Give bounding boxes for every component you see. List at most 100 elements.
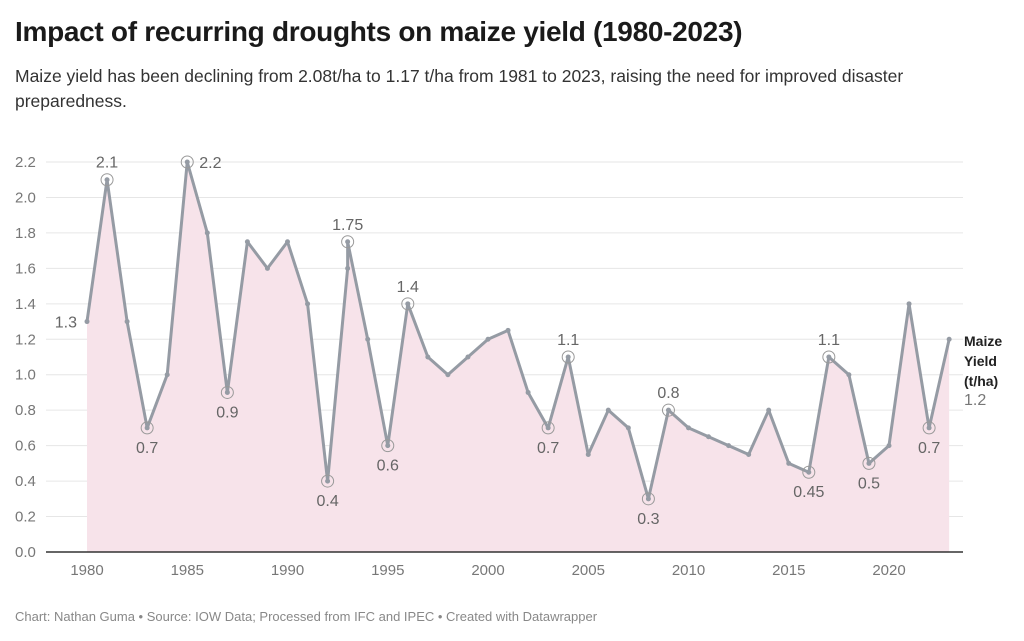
data-point	[545, 425, 551, 431]
annotation-marker	[100, 173, 114, 187]
x-tick-label: 1995	[371, 562, 404, 579]
data-point	[264, 265, 270, 271]
x-tick-label: 1980	[70, 562, 103, 579]
y-tick-label: 0.2	[15, 509, 36, 526]
data-point	[605, 407, 611, 413]
y-tick-label: 1.2	[15, 331, 36, 348]
data-point	[84, 319, 90, 325]
annotation-label: 0.6	[377, 458, 399, 475]
data-point	[826, 354, 832, 360]
data-point	[766, 407, 772, 413]
x-tick-label: 1985	[171, 562, 204, 579]
annotation-marker	[922, 421, 936, 435]
data-point	[164, 372, 170, 378]
data-point	[124, 319, 130, 325]
annotation-label: 1.3	[55, 315, 77, 332]
data-point	[706, 434, 712, 440]
annotation-marker	[641, 492, 655, 506]
annotation-label: 0.7	[136, 440, 158, 457]
y-tick-label: 2.0	[15, 189, 36, 206]
data-point	[345, 239, 351, 245]
data-point	[385, 443, 391, 449]
chart-subtitle: Maize yield has been declining from 2.08…	[15, 66, 904, 111]
data-point	[425, 354, 431, 360]
data-point	[285, 239, 290, 245]
data-point	[625, 425, 631, 431]
y-tick-label: 1.8	[15, 225, 36, 242]
annotation-marker	[401, 297, 415, 311]
series-end-value: 1.2	[964, 392, 986, 409]
data-point	[846, 372, 852, 378]
data-point	[405, 301, 411, 307]
data-point	[686, 425, 691, 431]
annotation-marker	[140, 421, 154, 435]
x-tick-label: 2005	[572, 562, 605, 579]
y-tick-label: 1.0	[15, 367, 36, 384]
annotation-label: 0.5	[858, 475, 880, 492]
annotation-label: 2.1	[96, 155, 118, 172]
y-tick-label: 1.6	[15, 260, 36, 277]
data-point	[726, 443, 732, 449]
annotation-marker	[541, 421, 555, 435]
data-point	[445, 372, 451, 378]
data-point	[906, 301, 912, 307]
data-point	[665, 407, 671, 413]
data-point	[746, 452, 752, 457]
annotation-marker	[802, 465, 816, 479]
series-name-label: Maize	[964, 333, 1002, 349]
data-point	[585, 452, 591, 457]
data-point	[224, 389, 230, 395]
annotation-marker	[321, 474, 335, 488]
x-tick-label: 1990	[271, 562, 304, 579]
annotation-label: 1.1	[818, 332, 840, 349]
chart-title: Impact of recurring droughts on maize yi…	[15, 16, 743, 47]
data-point	[345, 265, 351, 271]
y-tick-label: 0.4	[15, 473, 36, 490]
data-point	[505, 327, 511, 333]
data-point	[104, 177, 110, 183]
data-point	[485, 336, 491, 342]
annotation-label: 2.2	[199, 155, 221, 172]
annotation-label: 1.75	[332, 217, 363, 234]
y-tick-label: 0.8	[15, 402, 36, 419]
data-point	[565, 354, 571, 360]
data-point	[184, 159, 190, 165]
annotation-label: 0.8	[657, 385, 679, 402]
annotation-marker	[561, 350, 575, 364]
annotation-marker	[862, 456, 876, 470]
series-name-label: (t/ha)	[964, 373, 998, 389]
annotation-marker	[661, 403, 675, 417]
annotation-marker	[381, 439, 395, 453]
x-tick-label: 2010	[672, 562, 705, 579]
annotation-label: 0.7	[537, 440, 559, 457]
data-point	[786, 460, 792, 466]
annotation-label: 0.4	[316, 493, 338, 510]
y-tick-label: 0.6	[15, 438, 36, 455]
data-point	[365, 336, 371, 342]
y-tick-label: 2.2	[15, 154, 36, 171]
data-point	[866, 460, 872, 466]
annotation-label: 0.3	[637, 511, 659, 528]
y-tick-label: 0.0	[15, 544, 36, 561]
data-point	[525, 389, 531, 395]
data-point	[244, 239, 250, 245]
data-point	[305, 301, 311, 307]
x-tick-label: 2020	[872, 562, 905, 579]
annotation-label: 0.9	[216, 404, 238, 421]
annotation-label: 1.1	[557, 332, 579, 349]
data-point	[946, 336, 952, 342]
y-tick-label: 1.4	[15, 296, 36, 313]
data-point	[886, 443, 892, 449]
data-point	[926, 425, 932, 431]
data-point	[645, 496, 651, 502]
annotation-label: 0.45	[793, 484, 824, 501]
annotation-marker	[822, 350, 836, 364]
series-name-label: Yield	[964, 353, 997, 369]
data-point	[204, 230, 210, 236]
annotation-marker	[220, 385, 234, 399]
area-fill	[87, 162, 950, 552]
data-point	[465, 354, 471, 360]
annotation-label: 0.7	[918, 440, 940, 457]
annotation-label: 1.4	[397, 279, 419, 296]
